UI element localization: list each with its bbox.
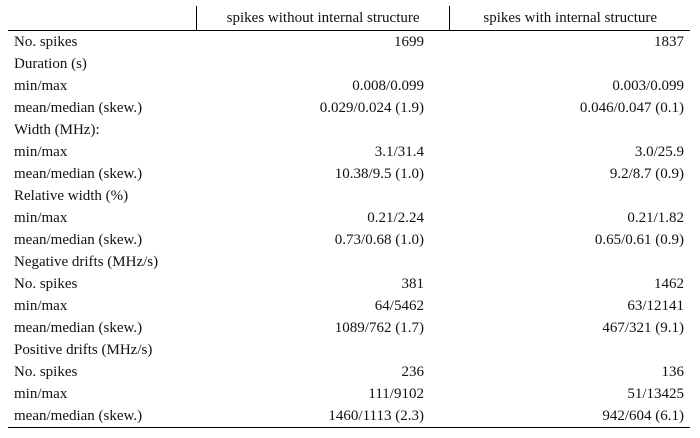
value-cell-without-structure: 0.21/2.24	[367, 210, 424, 226]
value-cell-with-structure: 942/604 (6.1)	[449, 405, 690, 428]
table-body: No. spikes 1699 1837 Duration (s) min/max 0.0…	[8, 31, 690, 428]
row-label-cell: No. spikes	[14, 276, 78, 292]
table-row: mean/median (skew.) 1089/762 (1.7) 467/321…	[8, 317, 690, 339]
value-cell-without-structure: 1460/1113 (2.3)	[196, 405, 450, 428]
value-cell-with-structure: 9.2/8.7 (0.9)	[609, 166, 684, 182]
header-cell-with-structure: spikes with internal structure	[449, 6, 690, 31]
header-cell-label	[8, 6, 197, 31]
row-label-cell: Duration (s)	[14, 56, 87, 72]
value-cell-with-structure: 3.0/25.9	[634, 144, 684, 160]
table-row: Positive drifts (MHz/s)	[8, 339, 690, 361]
table-row: Negative drifts (MHz/s)	[8, 251, 690, 273]
table-row: Width (MHz):	[8, 119, 690, 141]
value-cell-with-structure	[450, 251, 690, 273]
spike-statistics-table: spikes without internal structure spikes…	[8, 6, 690, 428]
table-row: min/max 111/9102 51/13425	[8, 383, 690, 405]
value-cell-with-structure: 63/12141	[627, 298, 684, 314]
row-label-cell: min/max	[14, 298, 68, 314]
value-cell-without-structure: 381	[401, 276, 424, 292]
value-cell-with-structure	[450, 119, 690, 141]
value-cell-without-structure	[196, 339, 450, 361]
value-cell-without-structure: 1699	[393, 34, 424, 50]
table-row: min/max 3.1/31.4 3.0/25.9	[8, 141, 690, 163]
value-cell-with-structure: 51/13425	[627, 386, 684, 402]
statistics-table-container: spikes without internal structure spikes…	[8, 6, 692, 428]
value-cell-without-structure: 111/9102	[368, 386, 424, 402]
table-row: mean/median (skew.) 0.029/0.024 (1.9) 0.04…	[8, 97, 690, 119]
row-label-cell: Width (MHz):	[14, 122, 100, 138]
row-label-cell: min/max	[14, 144, 68, 160]
value-cell-with-structure	[450, 53, 690, 75]
row-label-cell: No. spikes	[14, 364, 78, 380]
value-cell-without-structure: 0.008/0.099	[352, 78, 424, 94]
value-cell-without-structure: 236	[401, 364, 424, 380]
table-row: min/max 64/5462 63/12141	[8, 295, 690, 317]
row-label-cell: min/max	[14, 210, 68, 226]
table-header: spikes without internal structure spikes…	[8, 6, 690, 31]
value-cell-without-structure	[196, 119, 450, 141]
value-cell-without-structure: 64/5462	[374, 298, 424, 314]
row-label-cell: min/max	[14, 78, 68, 94]
table-row: Relative width (%)	[8, 185, 690, 207]
row-label-cell: mean/median (skew.)	[8, 405, 197, 428]
table-row: Duration (s)	[8, 53, 690, 75]
table-row: mean/median (skew.) 0.73/0.68 (1.0) 0.65/0…	[8, 229, 690, 251]
row-label-cell: min/max	[14, 386, 68, 402]
value-cell-with-structure: 1462	[654, 276, 684, 292]
table-row: No. spikes 236 136	[8, 361, 690, 383]
table-row: min/max 0.21/2.24 0.21/1.82	[8, 207, 690, 229]
table-row: min/max 0.008/0.099 0.003/0.099	[8, 75, 690, 97]
row-label-cell: Positive drifts (MHz/s)	[14, 342, 153, 358]
table-row: mean/median (skew.) 10.38/9.5 (1.0) 9.2/8.…	[8, 163, 690, 185]
row-label-cell: mean/median (skew.)	[14, 320, 143, 336]
row-label-cell: mean/median (skew.)	[14, 166, 143, 182]
value-cell-with-structure: 136	[661, 364, 685, 380]
value-cell-without-structure: 0.73/0.68 (1.0)	[334, 232, 424, 248]
row-label-cell: No. spikes	[14, 34, 78, 50]
header-cell-without-structure: spikes without internal structure	[195, 6, 451, 31]
value-cell-with-structure: 0.21/1.82	[627, 210, 684, 226]
value-cell-without-structure: 10.38/9.5 (1.0)	[334, 166, 424, 182]
table-row: mean/median (skew.) 1460/1113 (2.3) 942/60…	[8, 405, 690, 428]
value-cell-with-structure: 0.65/0.61 (0.9)	[594, 232, 684, 248]
value-cell-with-structure: 467/321 (9.1)	[602, 320, 684, 336]
row-label-cell: mean/median (skew.)	[14, 232, 143, 248]
table-row: No. spikes 381 1462	[8, 273, 690, 295]
value-cell-with-structure: 0.046/0.047 (0.1)	[579, 100, 684, 116]
row-label-cell: mean/median (skew.)	[14, 100, 143, 116]
value-cell-without-structure	[196, 53, 450, 75]
value-cell-with-structure	[450, 339, 690, 361]
value-cell-with-structure	[450, 185, 690, 207]
value-cell-without-structure	[196, 251, 450, 273]
header-row: spikes without internal structure spikes…	[8, 6, 690, 31]
value-cell-without-structure: 3.1/31.4	[374, 144, 424, 160]
value-cell-without-structure: 1089/762 (1.7)	[334, 320, 424, 336]
row-label-cell: Negative drifts (MHz/s)	[14, 254, 159, 270]
value-cell-with-structure: 1837	[654, 34, 684, 50]
table-row: No. spikes 1699 1837	[8, 31, 690, 54]
value-cell-without-structure: 0.029/0.024 (1.9)	[319, 100, 424, 116]
row-label-cell: Relative width (%)	[14, 188, 129, 204]
value-cell-without-structure	[196, 185, 450, 207]
value-cell-with-structure: 0.003/0.099	[612, 78, 684, 94]
